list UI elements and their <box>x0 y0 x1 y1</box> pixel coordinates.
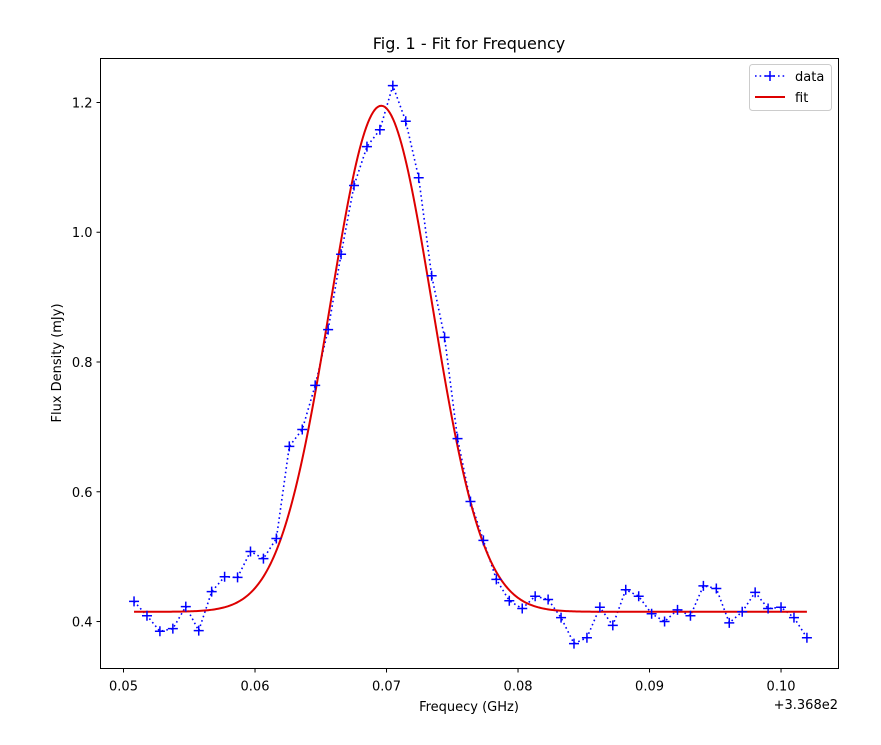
data-point-marker <box>750 587 761 598</box>
x-axis-ticks: 0.05 0.06 0.07 0.08 0.09 0.10 <box>109 668 796 695</box>
y-axis-label: Flux Density (mJy) <box>50 303 65 422</box>
data-point-marker <box>180 601 191 612</box>
y-tick-label: 0.6 <box>72 486 93 501</box>
x-axis-offset: +3.368e2 <box>774 698 838 713</box>
y-tick-label: 1.2 <box>72 96 93 111</box>
data-point-marker <box>167 623 178 634</box>
data-point-marker <box>737 606 748 617</box>
y-axis-ticks: 0.4 0.6 0.8 1.0 1.2 <box>72 96 101 631</box>
data-point-marker <box>426 270 437 281</box>
data-point-marker <box>245 546 256 557</box>
legend: data fit <box>749 64 832 111</box>
data-point-marker <box>646 608 657 619</box>
data-point-marker <box>323 324 334 335</box>
x-tick-label: 0.06 <box>241 680 270 695</box>
plot-area <box>129 80 812 649</box>
data-point-marker <box>336 249 347 260</box>
data-point-marker <box>129 596 140 607</box>
x-tick-label: 0.09 <box>635 680 664 695</box>
data-point-marker <box>478 535 489 546</box>
y-tick-label: 0.8 <box>72 356 93 371</box>
data-point-marker <box>659 616 670 627</box>
data-point-marker <box>271 533 282 544</box>
legend-data-marker <box>765 71 775 81</box>
data-point-marker <box>763 603 774 614</box>
data-point-marker <box>672 604 683 615</box>
data-point-marker <box>568 638 579 649</box>
x-tick-label: 0.10 <box>767 680 796 695</box>
y-tick-label: 1.0 <box>72 226 93 241</box>
legend-data-label: data <box>795 70 824 85</box>
data-point-marker <box>206 586 217 597</box>
data-point-marker <box>310 380 321 391</box>
data-point-marker <box>219 571 230 582</box>
data-point-marker <box>465 496 476 507</box>
data-point-marker <box>620 584 631 595</box>
data-point-marker <box>530 591 541 602</box>
data-point-marker <box>698 580 709 591</box>
data-point-marker <box>607 620 618 631</box>
data-point-marker <box>556 612 567 623</box>
data-point-marker <box>413 172 424 183</box>
data-point-marker <box>517 603 528 614</box>
axes-frame <box>100 58 839 669</box>
x-tick-label: 0.07 <box>372 680 401 695</box>
data-point-marker <box>193 625 204 636</box>
data-point-marker <box>361 141 372 152</box>
data-point-marker <box>154 626 165 637</box>
data-point-marker <box>685 610 696 621</box>
data-point-marker <box>284 441 295 452</box>
chart-title: Fig. 1 - Fit for Frequency <box>373 34 566 53</box>
data-point-marker <box>439 332 450 343</box>
x-axis-label: Frequecy (GHz) <box>419 700 519 715</box>
data-point-marker <box>594 602 605 613</box>
data-point-marker <box>633 591 644 602</box>
data-point-marker <box>711 583 722 594</box>
x-tick-label: 0.08 <box>504 680 533 695</box>
data-point-marker <box>387 80 398 91</box>
data-point-marker <box>258 553 269 564</box>
data-point-marker <box>452 433 463 444</box>
data-point-marker <box>141 610 152 621</box>
data-series-line <box>133 83 808 645</box>
data-point-marker <box>724 617 735 628</box>
data-point-marker <box>801 632 812 643</box>
data-point-marker <box>297 424 308 435</box>
data-point-marker <box>374 124 385 135</box>
data-point-marker <box>543 594 554 605</box>
y-tick-label: 0.4 <box>72 616 93 631</box>
data-point-marker <box>581 632 592 643</box>
data-point-marker <box>232 572 243 583</box>
data-point-marker <box>349 180 360 191</box>
data-point-marker <box>776 602 787 613</box>
data-point-marker <box>491 574 502 585</box>
data-point-marker <box>504 595 515 606</box>
x-tick-label: 0.05 <box>109 680 138 695</box>
data-point-marker <box>400 116 411 127</box>
data-point-marker <box>788 612 799 623</box>
legend-fit-label: fit <box>795 91 808 106</box>
fit-series-line <box>134 104 807 613</box>
